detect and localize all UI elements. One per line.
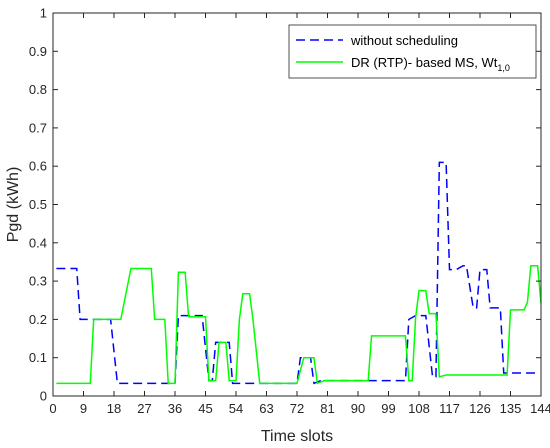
x-tick-label-12: 108	[408, 401, 430, 416]
x-tick-label-11: 99	[381, 401, 395, 416]
x-tick-label-13: 117	[439, 401, 460, 416]
y-tick-label-0: 0	[40, 389, 47, 404]
x-tick-label-7: 63	[259, 401, 273, 416]
y-tick-label-7: 0.7	[29, 120, 47, 135]
series-layer	[56, 161, 542, 385]
x-axis: 0 9 18 27 36 45 54 63 72 81 90 99 108 117 126 135 144	[49, 13, 550, 416]
x-tick-label-2: 18	[107, 401, 121, 416]
x-tick-label-6: 54	[229, 401, 243, 416]
x-tick-label-3: 27	[137, 401, 151, 416]
y-tick-label-2: 0.2	[29, 312, 47, 327]
legend: without scheduling DR (RTP)- based MS, W…	[288, 24, 537, 79]
x-tick-label-1: 9	[80, 401, 87, 416]
legend-label-without-scheduling: without scheduling	[350, 33, 458, 48]
x-tick-label-14: 126	[469, 401, 491, 416]
x-tick-label-8: 72	[290, 401, 304, 416]
y-tick-label-1: 0.1	[29, 350, 47, 365]
x-tick-label-16: 144	[530, 401, 550, 416]
series-line-1	[56, 265, 542, 385]
y-tick-label-10: 1	[40, 6, 47, 21]
y-axis: 0 0.1 0.2 0.3 0.4 0.5 0.6 0.7 0.8 0.9 1	[29, 6, 541, 404]
legend-box	[288, 24, 537, 79]
x-tick-label-4: 36	[168, 401, 182, 416]
x-tick-label-9: 81	[320, 401, 334, 416]
x-tick-label-5: 45	[198, 401, 212, 416]
y-tick-label-3: 0.3	[29, 274, 47, 289]
y-tick-label-9: 0.9	[29, 44, 47, 59]
y-axis-label: Pgd (kWh)	[5, 167, 22, 243]
y-tick-label-4: 0.4	[29, 235, 47, 250]
y-tick-label-6: 0.6	[29, 159, 47, 174]
y-tick-label-8: 0.8	[29, 82, 47, 97]
x-axis-label: Time slots	[261, 428, 333, 445]
x-tick-label-15: 135	[500, 401, 522, 416]
x-tick-label-0: 0	[49, 401, 56, 416]
series-line-0	[56, 161, 538, 385]
legend-label-dr-rtp-ms: DR (RTP)- based MS, Wt1,0	[351, 55, 510, 73]
x-tick-label-10: 90	[351, 401, 365, 416]
y-tick-label-5: 0.5	[29, 197, 47, 212]
